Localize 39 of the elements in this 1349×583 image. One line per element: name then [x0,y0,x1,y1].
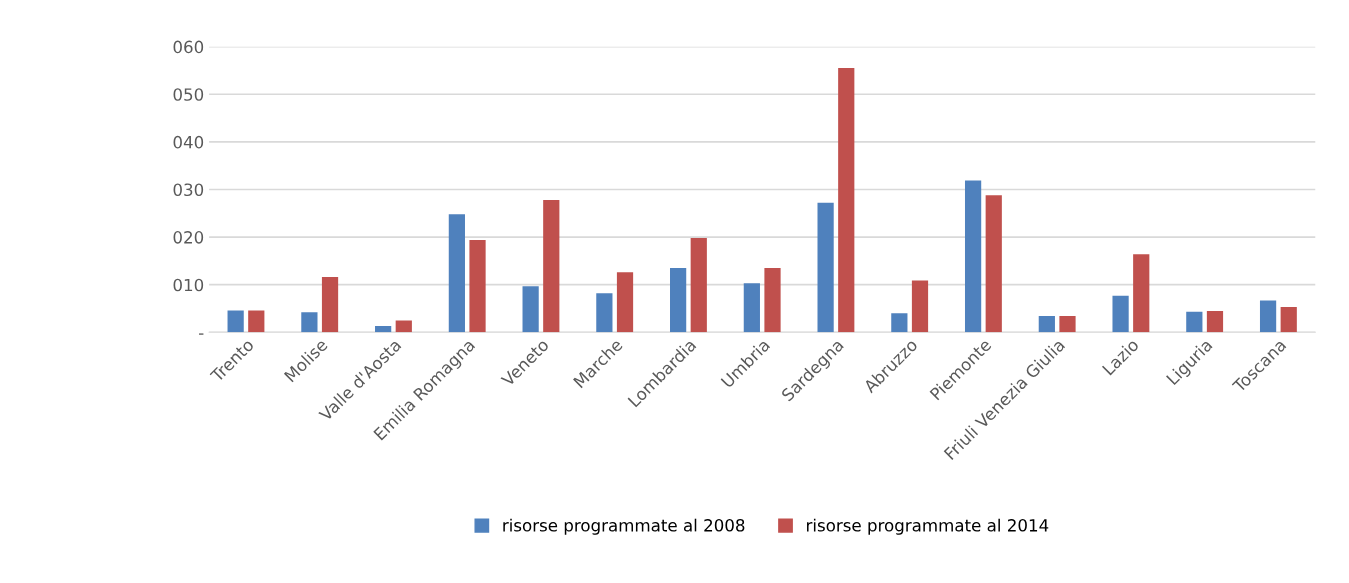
bar [301,312,318,333]
bar [817,202,834,333]
bar [911,280,929,333]
bar [1186,311,1203,333]
bar [522,286,539,333]
y-tick-label: 050 [173,88,204,101]
bar [321,277,339,333]
bar [375,326,392,333]
bar [395,320,412,333]
bar [1133,254,1150,333]
y-tick-label: 060 [173,40,204,54]
bar [448,214,465,333]
bar [1280,307,1297,333]
bar [543,199,560,333]
bar [248,310,265,333]
bar [985,195,1002,333]
bar [838,68,855,333]
bar [670,268,687,333]
bar [1038,316,1055,333]
bar [1206,310,1224,333]
bar [616,272,634,333]
bar [227,310,244,333]
bar [469,239,486,333]
legend-label: risorse programmate al 2014 [807,518,1049,535]
legend-label: risorse programmate al 2008 [503,518,745,535]
bar [1259,300,1277,333]
y-tick-label: 020 [173,231,204,244]
bar [690,238,707,333]
y-tick-label: 030 [173,183,204,197]
y-tick-label: 010 [173,278,204,292]
y-tick-label: - [199,333,204,335]
bar [596,293,613,333]
bar [964,180,982,333]
bar [764,268,781,333]
bar [743,283,760,333]
y-tick-label: 040 [173,135,204,149]
bar [891,313,908,333]
bar [1059,316,1076,333]
bar [1112,295,1129,333]
